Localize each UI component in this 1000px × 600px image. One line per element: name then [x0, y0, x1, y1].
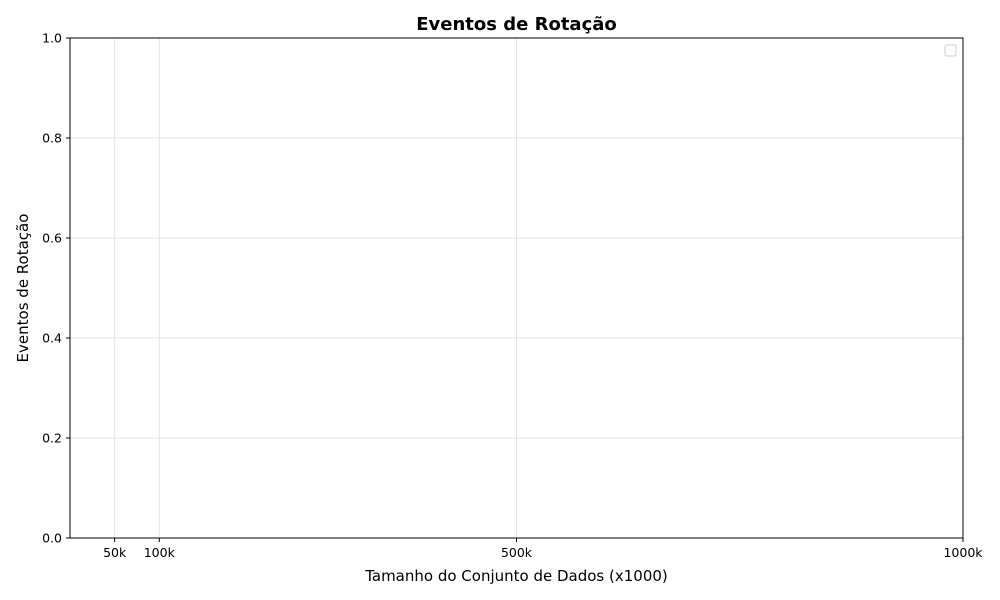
y-tick-label: 0.6	[42, 231, 62, 246]
y-tick-label: 1.0	[42, 31, 62, 46]
y-axis-label: Eventos de Rotação	[14, 214, 32, 363]
y-tick-label: 0.2	[42, 431, 62, 446]
y-tick-label: 0.0	[42, 531, 62, 546]
x-tick-label: 1000k	[943, 545, 983, 560]
y-tick-label: 0.8	[42, 131, 62, 146]
chart-title: Eventos de Rotação	[416, 14, 617, 35]
legend	[944, 44, 957, 57]
x-tick-label: 50k	[103, 545, 127, 560]
x-axis-label: Tamanho do Conjunto de Dados (x1000)	[364, 567, 668, 585]
y-tick-label: 0.4	[42, 331, 62, 346]
x-tick-label: 100k	[144, 545, 176, 560]
x-tick-label: 500k	[501, 545, 533, 560]
axis-ticks: 50k 100k 500k 1000k 0.0 0.2 0.4 0.6 0.8 1.0	[42, 31, 983, 561]
